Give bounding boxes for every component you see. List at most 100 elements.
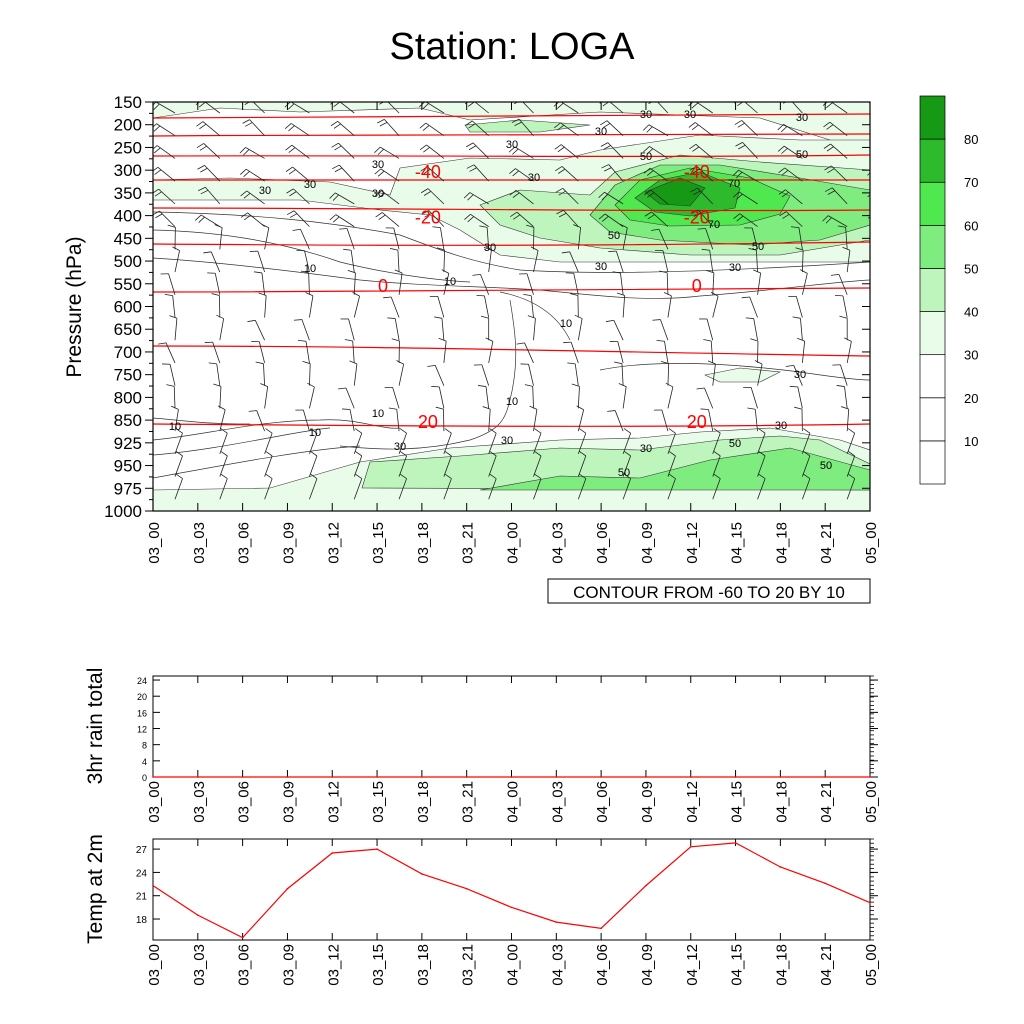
time-tick-label: 04_21 bbox=[818, 944, 835, 986]
wind-barb bbox=[513, 102, 534, 114]
wind-barb bbox=[779, 211, 803, 227]
wind-barb bbox=[556, 209, 579, 227]
wind-barb bbox=[778, 167, 803, 182]
time-tick-label: 03_18 bbox=[415, 781, 432, 823]
wind-barb bbox=[285, 144, 310, 159]
y-tick-label: 21 bbox=[136, 892, 148, 903]
temp2m-data-point bbox=[197, 914, 199, 916]
humidity-label: 50 bbox=[729, 438, 741, 450]
wind-barb bbox=[219, 473, 228, 500]
time-tick-label: 03_09 bbox=[280, 781, 297, 823]
title: Station: LOGA bbox=[389, 26, 635, 68]
wind-barb bbox=[600, 142, 624, 159]
wind-barb bbox=[777, 124, 803, 137]
wind-barb bbox=[790, 226, 803, 250]
pressure-tick-label: 500 bbox=[114, 252, 142, 271]
wind-barb bbox=[830, 273, 848, 295]
wind-barb bbox=[841, 406, 850, 432]
wind-barb bbox=[757, 428, 766, 454]
wind-barb bbox=[374, 146, 400, 159]
temp2m-data-point bbox=[376, 848, 378, 850]
wind-barb bbox=[285, 166, 310, 182]
humidity-contour bbox=[153, 211, 870, 273]
time-tick-label: 05_00 bbox=[863, 522, 880, 564]
wind-barb bbox=[563, 341, 579, 364]
colorbar-box bbox=[919, 138, 946, 183]
wind-barb bbox=[464, 213, 489, 227]
pressure-tick-label: 400 bbox=[114, 207, 142, 226]
wind-barb bbox=[239, 147, 265, 159]
wind-barb bbox=[485, 337, 494, 364]
wind-barb bbox=[743, 386, 758, 409]
wind-barb bbox=[745, 317, 758, 341]
time-tick-label: 04_09 bbox=[639, 944, 656, 986]
colorbar-box bbox=[919, 181, 946, 226]
wind-barb bbox=[733, 213, 758, 227]
rain-data-point bbox=[779, 776, 782, 778]
wind-barb bbox=[707, 360, 716, 386]
wind-barb bbox=[526, 224, 535, 250]
humidity-label: 10 bbox=[169, 421, 181, 433]
wind-barb bbox=[554, 144, 579, 159]
wind-barb bbox=[794, 406, 803, 432]
wind-barb bbox=[886, 316, 894, 341]
humidity-label: 50 bbox=[640, 151, 652, 163]
wind-barb bbox=[867, 194, 870, 198]
wind-barb bbox=[553, 102, 579, 114]
wind-barbs bbox=[153, 102, 896, 500]
wind-barb bbox=[889, 247, 896, 272]
wind-barb bbox=[420, 166, 445, 182]
rain-data-point bbox=[286, 776, 289, 778]
temperature-label: -20 bbox=[684, 208, 710, 228]
wind-barb bbox=[480, 315, 490, 341]
time-tick-label: 04_12 bbox=[684, 781, 701, 823]
wind-barb bbox=[754, 360, 763, 386]
humidity-label: 50 bbox=[796, 149, 808, 161]
humidity-label: 30 bbox=[484, 242, 496, 254]
wind-barb bbox=[483, 246, 492, 273]
wind-barb bbox=[654, 249, 669, 273]
wind-barb bbox=[264, 450, 273, 477]
wind-barb bbox=[217, 405, 226, 432]
wind-barb bbox=[622, 428, 632, 454]
humidity-label: 30 bbox=[729, 262, 741, 274]
pressure-tick-label: 650 bbox=[114, 320, 142, 339]
wind-barb bbox=[286, 210, 310, 227]
wind-barb bbox=[242, 119, 265, 136]
wind-barb bbox=[750, 338, 759, 363]
wind-barb bbox=[473, 364, 490, 386]
time-tick-label: 04_21 bbox=[818, 522, 835, 564]
wind-barb bbox=[387, 317, 400, 341]
contour-info-box: CONTOUR FROM -60 TO 20 BY 10 bbox=[547, 578, 871, 604]
wind-barb bbox=[330, 120, 355, 137]
wind-barb bbox=[879, 364, 892, 386]
wind-barb bbox=[374, 168, 400, 182]
wind-barb bbox=[778, 189, 803, 205]
rain-data-point bbox=[689, 776, 692, 778]
wind-barb bbox=[600, 120, 624, 137]
wind-barb bbox=[567, 362, 579, 386]
wind-barb bbox=[869, 145, 870, 146]
wind-barb bbox=[601, 164, 624, 182]
temp2m-data-point bbox=[152, 884, 154, 887]
temperature-contour bbox=[153, 423, 870, 427]
colorbar-box bbox=[919, 224, 946, 269]
wind-barb bbox=[300, 270, 310, 295]
wind-barb bbox=[169, 315, 178, 341]
wind-barb bbox=[690, 187, 714, 205]
wind-barb bbox=[390, 248, 400, 273]
wind-barb bbox=[533, 428, 542, 454]
wind-barb bbox=[203, 251, 221, 273]
pressure-tick-label: 850 bbox=[114, 411, 142, 430]
wind-barb bbox=[167, 224, 176, 250]
wind-barb bbox=[619, 223, 628, 250]
wind-barb bbox=[174, 473, 183, 500]
humidity-region bbox=[479, 447, 870, 491]
temperature-label: 0 bbox=[692, 276, 702, 296]
wind-barb bbox=[434, 316, 445, 341]
colorbar-label: 50 bbox=[964, 261, 978, 276]
wind-barb bbox=[744, 227, 758, 250]
y-tick-label: 24 bbox=[137, 676, 147, 686]
temperature-contour bbox=[153, 154, 870, 157]
